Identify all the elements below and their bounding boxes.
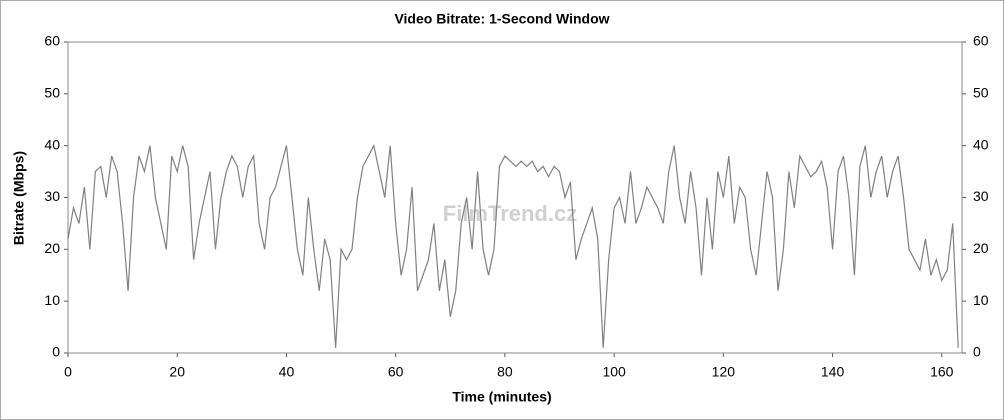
y-axis-label: Bitrate (Mbps) [11,151,27,245]
y-tick-label: 0 [52,344,60,360]
y-tick-label: 50 [44,85,60,101]
x-axis-label: Time (minutes) [452,389,551,405]
y2-tick-label: 40 [973,136,989,152]
x-tick-label: 140 [821,364,845,380]
x-tick-label: 60 [388,364,404,380]
x-tick-label: 80 [497,364,513,380]
x-tick-label: 120 [712,364,736,380]
y2-tick-label: 20 [973,240,989,256]
x-tick-label: 20 [169,364,185,380]
y-tick-label: 30 [44,188,60,204]
y-tick-label: 20 [44,240,60,256]
y-tick-label: 40 [44,136,60,152]
y2-tick-label: 0 [973,344,981,360]
y2-tick-label: 10 [973,292,989,308]
bitrate-line [67,143,959,348]
y-tick-label: 10 [44,292,60,308]
chart-title: Video Bitrate: 1-Second Window [394,11,609,27]
y-tick-label: 60 [44,33,60,49]
plot-frame [67,41,963,354]
x-tick-label: 40 [279,364,295,380]
x-tick-label: 100 [602,364,626,380]
x-tick-label: 0 [64,364,72,380]
y2-tick-label: 50 [973,85,989,101]
y2-tick-label: 30 [973,188,989,204]
y2-tick-label: 60 [973,33,989,49]
x-tick-label: 160 [930,364,954,380]
